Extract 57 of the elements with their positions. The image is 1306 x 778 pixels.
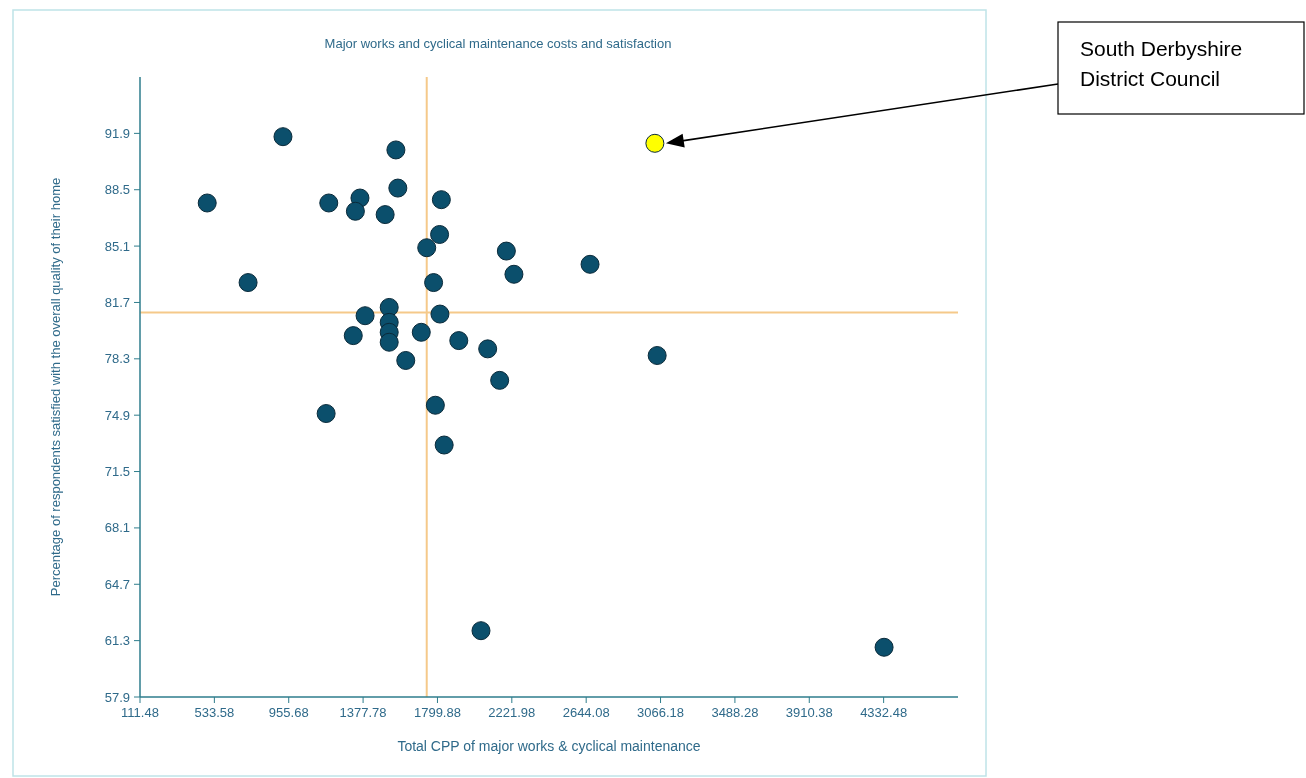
y-tick-label: 88.5 xyxy=(104,182,130,198)
point xyxy=(647,346,667,365)
y-tick-label: 85.1 xyxy=(104,238,130,254)
point xyxy=(316,404,336,424)
point xyxy=(471,621,491,641)
chart-title: Major works and cyclical maintenance costs and satisfaction xyxy=(324,36,672,51)
y-tick-label: 61.3 xyxy=(104,633,130,649)
point xyxy=(411,322,431,342)
point xyxy=(424,273,444,293)
y-tick-label: 78.3 xyxy=(104,351,130,367)
point xyxy=(425,395,445,415)
point xyxy=(430,224,450,244)
y-tick-label: 74.9 xyxy=(104,407,130,423)
point xyxy=(449,331,469,351)
x-tick-label: 3910.38 xyxy=(785,705,833,720)
point xyxy=(478,339,498,359)
x-tick-label: 533.58 xyxy=(194,705,235,720)
x-tick-label: 1799.88 xyxy=(413,705,461,720)
text: South Derbyshire District Council xyxy=(1080,37,1243,90)
point xyxy=(430,304,450,324)
point xyxy=(388,178,408,198)
y-tick-label: 71.5 xyxy=(104,464,130,480)
y-tick-label: 57.9 xyxy=(104,689,130,705)
point xyxy=(375,205,395,225)
y-axis-title: Percentage of respondents satisfied with the overall quality of their home xyxy=(48,177,63,597)
point xyxy=(273,127,293,147)
point xyxy=(197,193,217,213)
y-tick-label: 91.9 xyxy=(104,125,130,141)
point xyxy=(645,133,665,153)
point xyxy=(434,435,454,455)
point xyxy=(396,350,416,370)
point xyxy=(431,190,451,210)
point xyxy=(319,193,339,213)
point xyxy=(386,140,406,160)
point xyxy=(355,306,375,326)
point xyxy=(496,241,516,261)
point xyxy=(345,201,365,221)
x-tick-label: 3488.28 xyxy=(711,705,759,720)
x-tick-label: 3066.18 xyxy=(637,705,685,720)
x-tick-label: 4332.48 xyxy=(860,705,908,720)
point xyxy=(580,254,600,274)
point xyxy=(343,326,363,346)
y-tick-label: 64.7 xyxy=(104,576,130,592)
x-tick-label: 955.68 xyxy=(268,705,309,720)
point xyxy=(490,370,510,390)
x-tick-label: 111.48 xyxy=(121,705,159,720)
point xyxy=(238,273,258,293)
point xyxy=(874,637,894,657)
point xyxy=(417,238,437,258)
point xyxy=(504,264,524,284)
x-axis-title: Total CPP of major works & cyclical maintenance xyxy=(397,738,701,754)
point xyxy=(379,332,399,352)
x-tick-label: 2644.08 xyxy=(562,705,610,720)
x-tick-label: 2221.98 xyxy=(488,705,536,720)
y-tick-label: 81.7 xyxy=(104,295,130,310)
y-tick-label: 68.1 xyxy=(104,520,130,536)
x-tick-label: 1377.78 xyxy=(339,705,387,720)
